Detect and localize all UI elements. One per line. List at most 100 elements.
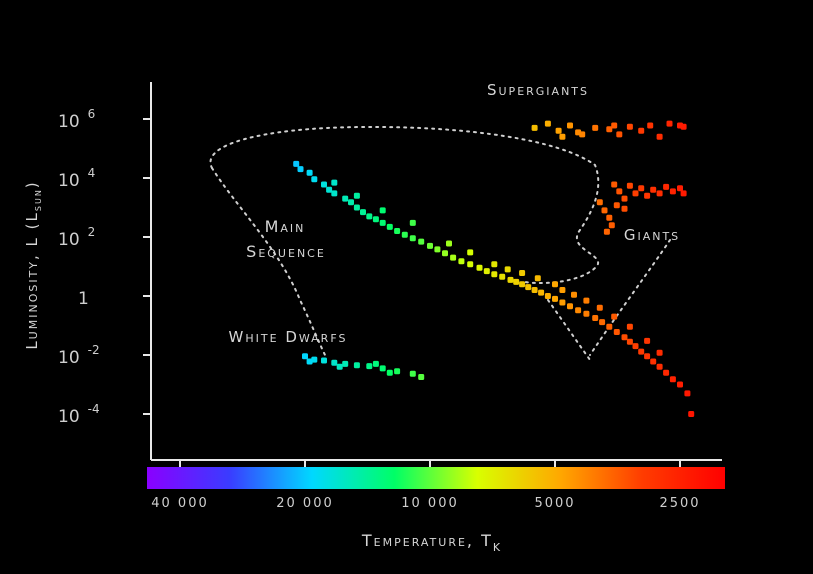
star-point-main-sequence-28 (499, 273, 506, 280)
star-point-main-sequence-12 (372, 216, 379, 223)
star-point-main-sequence-18 (418, 238, 425, 245)
star-point-main-sequence-0 (293, 160, 300, 167)
star-point-main-sequence-48 (638, 348, 645, 355)
star-point-main-sequence-43 (606, 323, 613, 330)
star-point-supergiants-11 (656, 133, 663, 140)
star-point-main-sequence-34 (538, 289, 545, 296)
star-point-main-sequence-53 (669, 376, 676, 383)
x-tick-label-4: 2500 (659, 496, 700, 511)
star-point-giants-10 (669, 188, 676, 195)
star-point-main-sequence-27 (491, 271, 498, 278)
star-point-giants-14 (606, 214, 613, 221)
star-point-giants-1 (616, 188, 623, 195)
star-point-main-sequence-47 (632, 343, 639, 350)
star-point-main-sequence-58 (353, 192, 360, 199)
star-point-main-sequence-56 (688, 411, 695, 417)
star-point-white-dwarfs-6 (366, 363, 373, 370)
main-sequence-pointer (211, 167, 326, 356)
star-point-main-sequence-67 (552, 281, 558, 288)
star-point-main-sequence-31 (519, 281, 526, 288)
star-point-main-sequence-49 (644, 353, 651, 360)
star-point-giants-15 (608, 222, 615, 229)
data-points (293, 120, 695, 417)
star-point-main-sequence-44 (613, 329, 620, 335)
star-point-main-sequence-41 (592, 315, 599, 321)
star-point-main-sequence-33 (531, 287, 538, 293)
star-point-main-sequence-36 (552, 295, 558, 302)
star-point-main-sequence-17 (409, 235, 416, 242)
star-point-giants-12 (680, 190, 687, 197)
star-point-main-sequence-73 (626, 323, 633, 330)
star-point-main-sequence-74 (644, 337, 651, 344)
star-point-white-dwarfs-3 (331, 359, 338, 366)
x-tick-label-0: 40 000 (151, 496, 209, 511)
sun-pointer (547, 299, 591, 361)
y-tick-label-2: 10 2 (58, 225, 95, 250)
star-point-main-sequence-21 (442, 250, 448, 257)
star-point-white-dwarfs-5 (353, 362, 360, 369)
star-point-main-sequence-14 (386, 223, 393, 230)
star-point-main-sequence-42 (599, 319, 606, 326)
star-point-white-dwarfs-2 (321, 357, 327, 364)
star-point-main-sequence-9 (353, 204, 360, 211)
star-point-supergiants-1 (544, 120, 551, 127)
star-point-main-sequence-51 (656, 363, 663, 370)
star-point-main-sequence-20 (434, 246, 441, 253)
star-point-main-sequence-54 (677, 381, 683, 388)
x-tick-label-3: 5000 (534, 496, 575, 511)
star-point-giants-19 (621, 205, 628, 212)
star-point-giants-11 (677, 185, 683, 192)
x-axis-title-main: Temperature, T (361, 531, 493, 550)
y-axis-title-end: ) (23, 180, 41, 188)
star-point-giants-16 (603, 228, 610, 235)
x-axis-title-sub: K (493, 541, 502, 554)
supergiant-outline (209, 125, 600, 285)
star-point-main-sequence-52 (663, 369, 670, 376)
star-point-main-sequence-64 (504, 266, 511, 273)
region-label-supergiants: Supergiants (487, 81, 589, 99)
star-point-white-dwarfs-10 (418, 374, 425, 380)
star-point-supergiants-2 (555, 127, 562, 134)
star-point-giants-13 (601, 207, 608, 214)
star-point-white-dwarfs-9 (409, 370, 416, 377)
star-point-giants-0 (611, 181, 618, 188)
star-point-main-sequence-15 (394, 228, 401, 234)
star-point-main-sequence-40 (583, 310, 590, 317)
star-point-main-sequence-46 (626, 338, 633, 345)
region-label-main-2: Sequence (246, 242, 326, 261)
star-point-main-sequence-35 (544, 293, 551, 299)
y-axis-title-main: Luminosity, L (L (23, 211, 41, 350)
star-point-main-sequence-65 (519, 270, 526, 276)
star-point-main-sequence-63 (491, 261, 498, 268)
star-point-main-sequence-6 (331, 190, 338, 197)
star-point-main-sequence-10 (360, 209, 366, 216)
star-point-main-sequence-32 (525, 284, 532, 291)
region-label-giants: Giants (624, 226, 680, 244)
star-point-supergiants-8 (626, 123, 633, 130)
y-tick-label-4: 10 -2 (58, 343, 100, 368)
star-point-main-sequence-75 (656, 349, 663, 356)
star-point-white-dwarfs-0 (302, 353, 308, 360)
star-point-supergiants-0 (531, 124, 538, 131)
star-point-giants-6 (644, 192, 651, 199)
y-tick-label-3: 1 (78, 289, 89, 309)
star-point-main-sequence-57 (331, 179, 338, 186)
star-point-giants-5 (638, 185, 645, 192)
x-ticks: 40 000 20 000 10 000 5000 2500 (151, 460, 700, 511)
star-point-white-dwarfs-1 (311, 356, 318, 363)
star-point-giants-3 (626, 182, 633, 189)
star-point-main-sequence-1 (297, 166, 304, 173)
star-point-main-sequence-68 (559, 287, 566, 293)
star-point-main-sequence-25 (476, 264, 483, 271)
star-point-main-sequence-55 (684, 390, 691, 397)
star-point-main-sequence-19 (427, 242, 433, 249)
star-point-giants-17 (613, 202, 620, 209)
y-tick-label-5: 10 -4 (58, 402, 100, 427)
star-point-main-sequence-60 (409, 219, 416, 226)
star-point-giants-4 (632, 190, 639, 197)
x-tick-label-2: 10 000 (401, 496, 459, 511)
star-point-main-sequence-39 (575, 307, 582, 314)
giants-pointer (589, 239, 671, 356)
star-point-main-sequence-30 (513, 278, 520, 285)
